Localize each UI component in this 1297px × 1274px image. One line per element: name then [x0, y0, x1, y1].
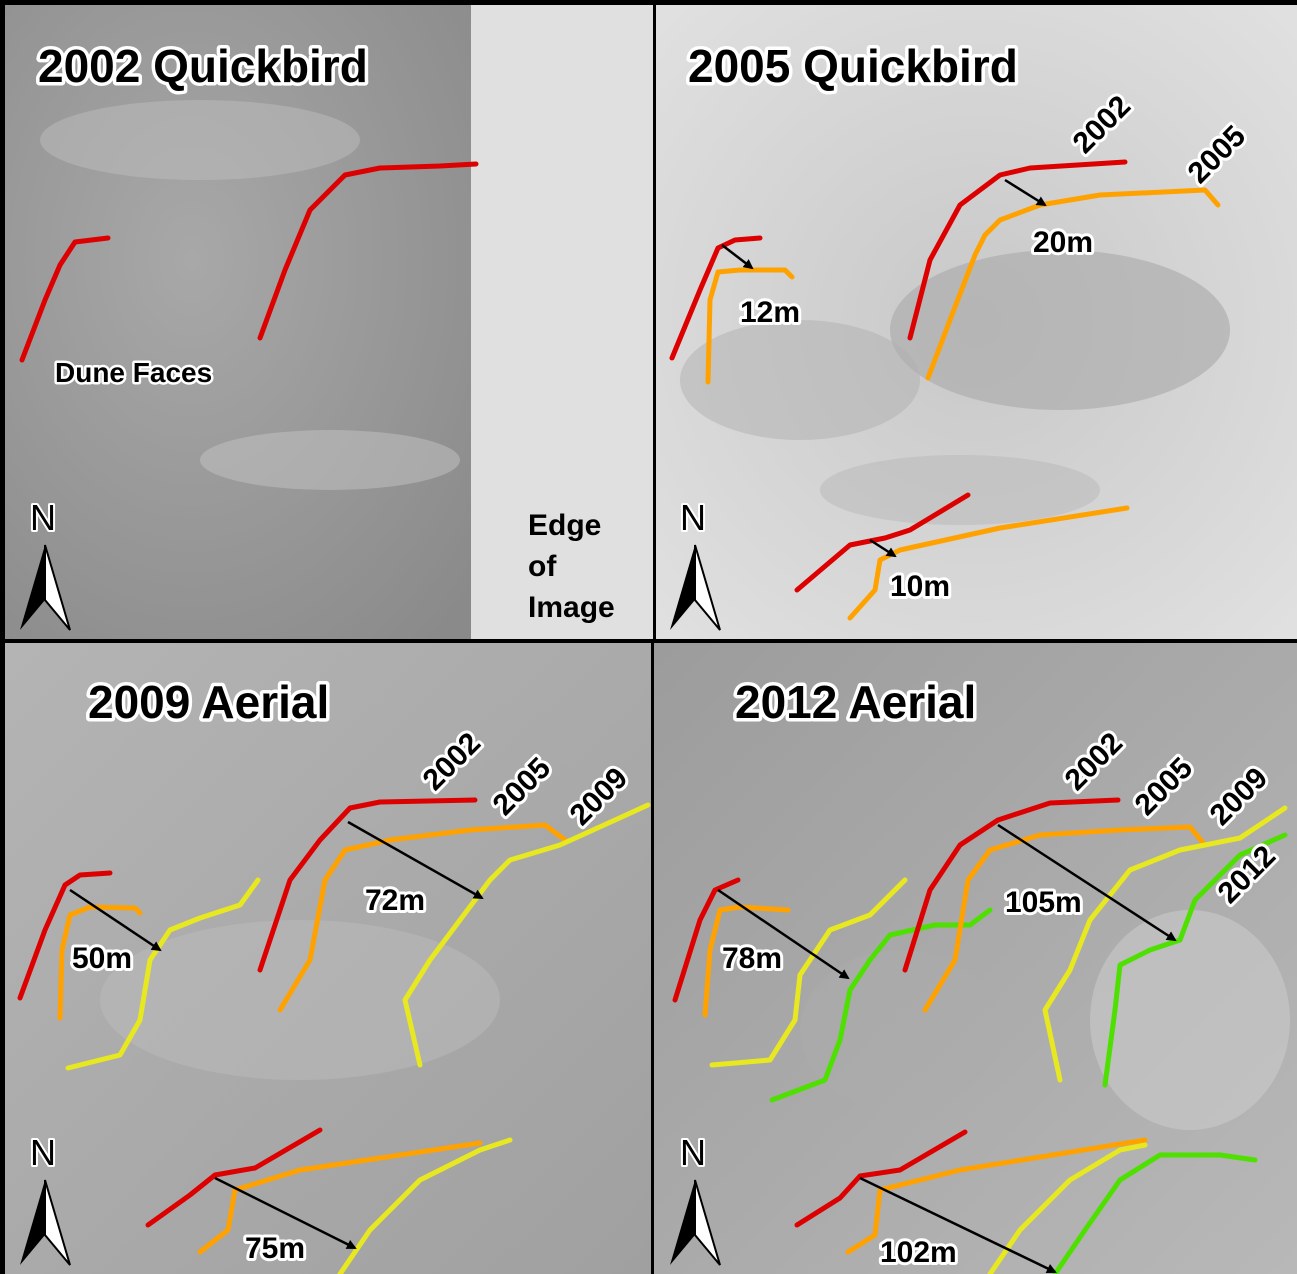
distance-label: 78m: [722, 942, 782, 975]
distance-label: 20m: [1033, 226, 1093, 259]
distance-label: 102m: [880, 1236, 957, 1269]
panel-title: 2009 Aerial: [88, 676, 329, 728]
edge-note: Edge: [528, 509, 601, 542]
north-label: N: [680, 1132, 706, 1173]
figure: 2002 Quickbird Dune Faces Edge of Image …: [0, 0, 1297, 1274]
distance-label: 105m: [1005, 886, 1082, 919]
distance-label: 12m: [740, 296, 800, 329]
distance-label: 75m: [245, 1232, 305, 1265]
edge-note: Image: [528, 591, 615, 624]
panel-title: 2012 Aerial: [735, 676, 976, 728]
distance-label: 72m: [365, 884, 425, 917]
annotation: Dune Faces: [55, 357, 212, 388]
north-label: N: [30, 497, 56, 538]
edge-note: of: [528, 550, 557, 583]
distance-label: 10m: [890, 570, 950, 603]
north-label: N: [30, 1132, 56, 1173]
panel-title: 2005 Quickbird: [688, 40, 1018, 92]
panel-2002: [5, 5, 653, 639]
distance-label: 50m: [72, 942, 132, 975]
north-label: N: [680, 497, 706, 538]
panel-title: 2002 Quickbird: [38, 40, 368, 92]
